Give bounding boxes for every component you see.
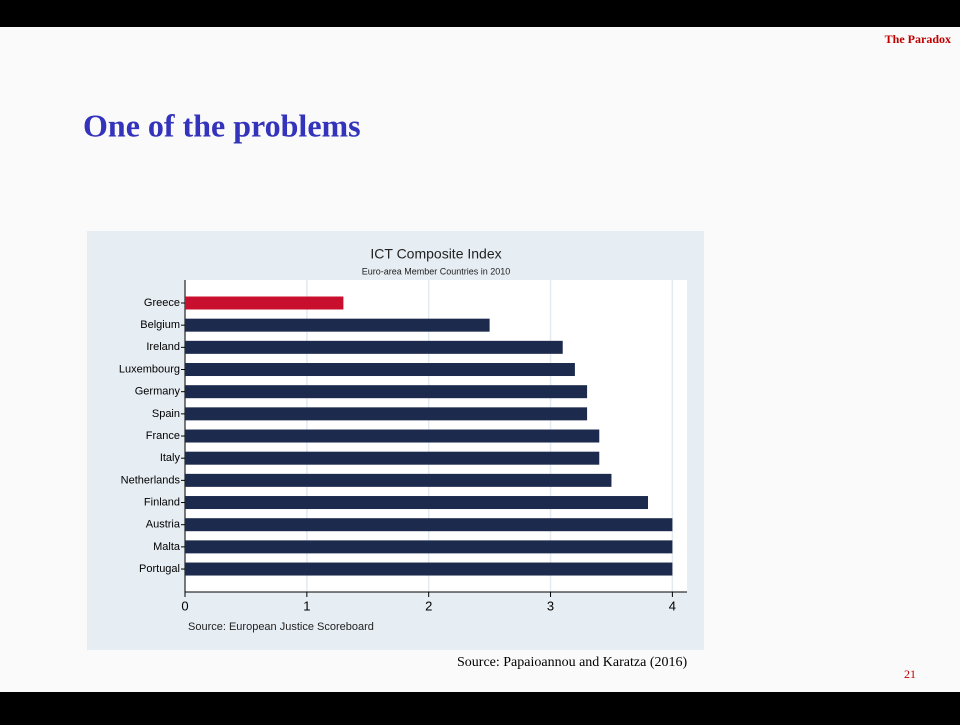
slide-title: One of the problems xyxy=(83,107,361,143)
chart: 0 1 2 3 4 Greece Belgium Ireland Luxembourg Germa… xyxy=(119,280,687,613)
x-tick-label: 1 xyxy=(303,598,310,613)
bar xyxy=(185,451,600,465)
bar xyxy=(185,363,575,377)
y-tick-label: Austria xyxy=(146,519,181,531)
chart-subtitle: Euro-area Member Countries in 2010 xyxy=(362,266,511,276)
section-label: The Paradox xyxy=(885,32,951,46)
bar xyxy=(185,473,612,487)
bar xyxy=(185,562,673,576)
x-tick-label: 0 xyxy=(181,598,188,613)
bar xyxy=(185,296,344,310)
bar xyxy=(185,407,588,421)
x-tick-label: 3 xyxy=(547,598,554,613)
bar xyxy=(185,340,563,354)
y-tick-label: France xyxy=(146,430,180,442)
chart-title: ICT Composite Index xyxy=(370,246,501,262)
bar xyxy=(185,518,673,532)
y-tick-label: Portugal xyxy=(139,563,180,575)
y-tick-label: Malta xyxy=(153,541,181,553)
y-tick-label: Ireland xyxy=(146,341,180,353)
y-tick-label: Netherlands xyxy=(121,474,181,486)
y-tick-label: Belgium xyxy=(140,319,180,331)
y-tick-label: Italy xyxy=(160,452,181,464)
x-tick-label: 4 xyxy=(669,598,676,613)
bar xyxy=(185,318,490,332)
bar xyxy=(185,429,600,443)
y-tick-label: Luxembourg xyxy=(119,363,180,375)
source: Source: Papaioannou and Karatza (2016) xyxy=(457,655,687,670)
y-tick-label: Greece xyxy=(144,297,180,309)
chart-note: Source: European Justice Scoreboard xyxy=(188,621,374,633)
y-tick-label: Germany xyxy=(135,386,181,398)
bar xyxy=(185,540,673,554)
x-tick-label: 2 xyxy=(425,598,432,613)
bar xyxy=(185,385,588,399)
page-number: 21 xyxy=(904,667,916,681)
bar xyxy=(185,496,649,510)
y-tick-label: Finland xyxy=(144,496,180,508)
y-tick-label: Spain xyxy=(152,408,180,420)
